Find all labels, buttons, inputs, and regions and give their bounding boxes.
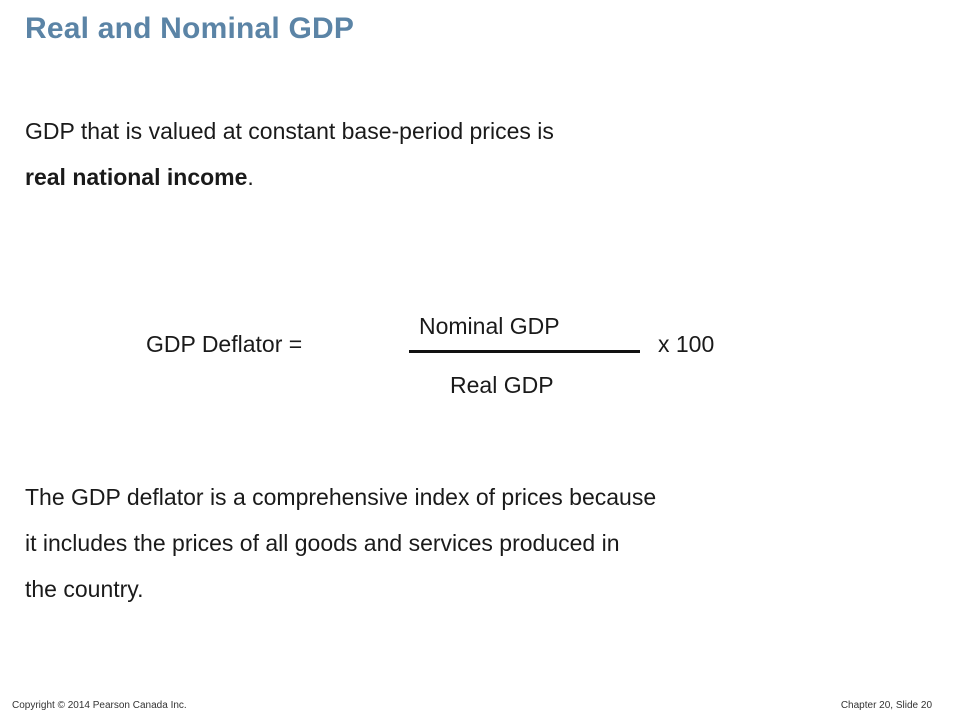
explanation-line-1: The GDP deflator is a comprehensive inde…	[25, 484, 657, 510]
formula-label: GDP Deflator =	[146, 331, 303, 357]
slide-title: Real and Nominal GDP	[25, 12, 355, 45]
intro-line-1: GDP that is valued at constant base-peri…	[25, 118, 554, 144]
explanation-paragraph: The GDP deflator is a comprehensive inde…	[25, 474, 656, 612]
real-national-income-term: real national income	[25, 164, 248, 190]
intro-paragraph: GDP that is valued at constant base-peri…	[25, 108, 554, 200]
fraction-bar	[409, 350, 640, 353]
formula-multiplier: x 100	[658, 331, 715, 357]
formula-denominator: Real GDP	[450, 372, 554, 398]
copyright-notice: Copyright © 2014 Pearson Canada Inc.	[12, 700, 187, 711]
intro-line-2: real national income.	[25, 154, 554, 200]
slide-reference: Chapter 20, Slide 20	[840, 700, 932, 711]
formula-numerator: Nominal GDP	[419, 313, 560, 339]
explanation-line-2: it includes the prices of all goods and …	[25, 530, 620, 556]
explanation-line-3: the country.	[25, 576, 144, 602]
intro-period: .	[247, 164, 254, 190]
